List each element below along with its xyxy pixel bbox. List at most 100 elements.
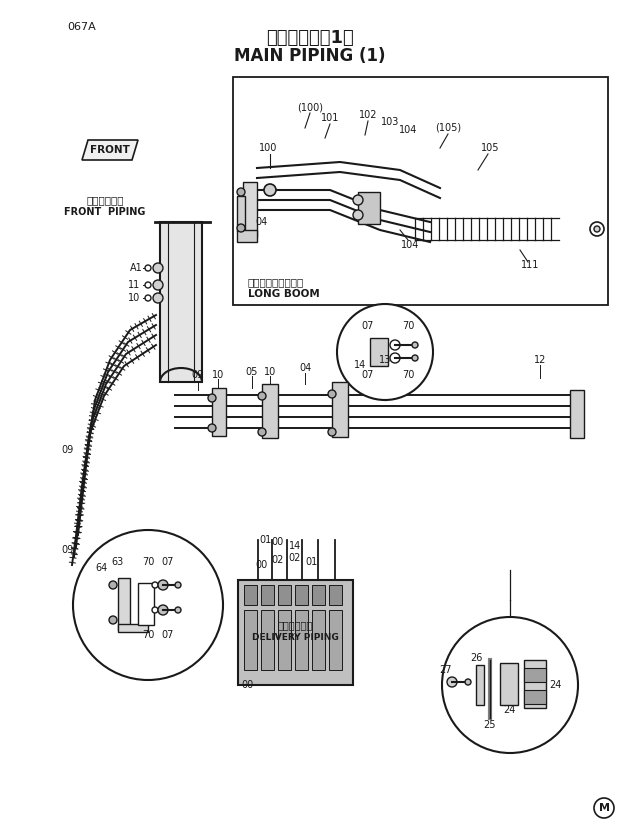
Bar (500, 663, 518, 705)
Text: 07: 07 (162, 630, 174, 640)
Text: 09: 09 (192, 370, 204, 380)
Text: 111: 111 (521, 260, 539, 270)
Bar (237, 196, 245, 231)
Circle shape (353, 195, 363, 205)
Bar (138, 583, 154, 625)
Text: 09: 09 (62, 445, 74, 455)
Text: LONG BOOM: LONG BOOM (248, 289, 320, 299)
Circle shape (258, 428, 266, 436)
Circle shape (337, 304, 433, 400)
Text: A1: A1 (130, 263, 143, 273)
Circle shape (109, 616, 117, 624)
Text: 13: 13 (379, 355, 391, 365)
Circle shape (264, 184, 276, 196)
Bar (261, 585, 274, 605)
Text: (105): (105) (435, 123, 461, 133)
Circle shape (328, 428, 336, 436)
Text: MAIN PIPING (1): MAIN PIPING (1) (234, 47, 386, 65)
Text: 12: 12 (534, 355, 546, 365)
Text: 01: 01 (259, 535, 271, 545)
Circle shape (328, 390, 336, 398)
Text: 09: 09 (62, 545, 74, 555)
Circle shape (153, 280, 163, 290)
Text: 07: 07 (162, 557, 174, 567)
Circle shape (152, 582, 158, 588)
Circle shape (158, 580, 168, 590)
Circle shape (465, 679, 471, 685)
Circle shape (237, 224, 245, 232)
Text: 10: 10 (128, 293, 140, 303)
Circle shape (175, 582, 181, 588)
Circle shape (594, 226, 600, 232)
Bar (524, 660, 546, 708)
Bar (261, 610, 274, 670)
Circle shape (442, 617, 578, 753)
Text: 01: 01 (306, 557, 318, 567)
Circle shape (237, 188, 245, 196)
Text: 105: 105 (480, 143, 499, 153)
Text: 64: 64 (96, 563, 108, 573)
Text: 100: 100 (259, 143, 277, 153)
Polygon shape (82, 140, 138, 160)
Bar (370, 338, 388, 366)
Circle shape (390, 340, 400, 350)
Circle shape (158, 605, 168, 615)
Text: 103: 103 (381, 117, 399, 127)
Circle shape (73, 530, 223, 680)
Text: 05: 05 (246, 367, 258, 377)
Bar (243, 182, 257, 237)
Bar (278, 610, 291, 670)
Circle shape (594, 798, 614, 818)
Bar (524, 690, 546, 704)
Text: 24: 24 (549, 680, 561, 690)
Text: 10: 10 (264, 367, 276, 377)
Circle shape (145, 295, 151, 301)
Bar (237, 230, 257, 242)
Bar (262, 384, 278, 438)
Text: 00: 00 (242, 680, 254, 690)
Text: 27: 27 (439, 665, 451, 675)
Text: 26: 26 (470, 653, 482, 663)
Text: (100): (100) (297, 102, 323, 112)
Bar (312, 610, 325, 670)
Text: 04: 04 (299, 363, 311, 373)
Bar (524, 668, 546, 682)
Text: 102: 102 (359, 110, 377, 120)
Circle shape (153, 293, 163, 303)
Text: 63: 63 (112, 557, 124, 567)
Circle shape (258, 392, 266, 400)
Bar (233, 77, 608, 305)
Text: 02: 02 (289, 553, 301, 563)
Circle shape (390, 353, 400, 363)
Bar (118, 624, 148, 632)
Text: デリベリ配管: デリベリ配管 (277, 620, 312, 630)
Text: 07: 07 (362, 321, 374, 331)
Circle shape (412, 342, 418, 348)
Text: FRONT: FRONT (90, 145, 130, 155)
Text: 07: 07 (362, 370, 374, 380)
Circle shape (145, 282, 151, 288)
Text: M: M (598, 803, 609, 813)
Circle shape (447, 677, 457, 687)
Bar (476, 665, 484, 705)
Circle shape (152, 607, 158, 613)
Text: 067A: 067A (67, 22, 95, 32)
Bar (244, 585, 257, 605)
Bar (570, 390, 584, 438)
Text: 70: 70 (142, 630, 154, 640)
Text: メイン配管（1）: メイン配管（1） (266, 29, 354, 47)
Text: 00: 00 (272, 537, 284, 547)
Text: 02: 02 (272, 555, 284, 565)
Bar (295, 585, 308, 605)
Bar (358, 192, 380, 224)
Bar (312, 585, 325, 605)
Circle shape (412, 355, 418, 361)
Bar (332, 382, 348, 437)
Text: DELIVERY PIPING: DELIVERY PIPING (252, 633, 339, 643)
Text: 101: 101 (321, 113, 339, 123)
Bar (278, 585, 291, 605)
Text: 104: 104 (399, 125, 417, 135)
Bar (118, 578, 130, 630)
Circle shape (109, 581, 117, 589)
Text: フロント配管: フロント配管 (86, 195, 124, 205)
